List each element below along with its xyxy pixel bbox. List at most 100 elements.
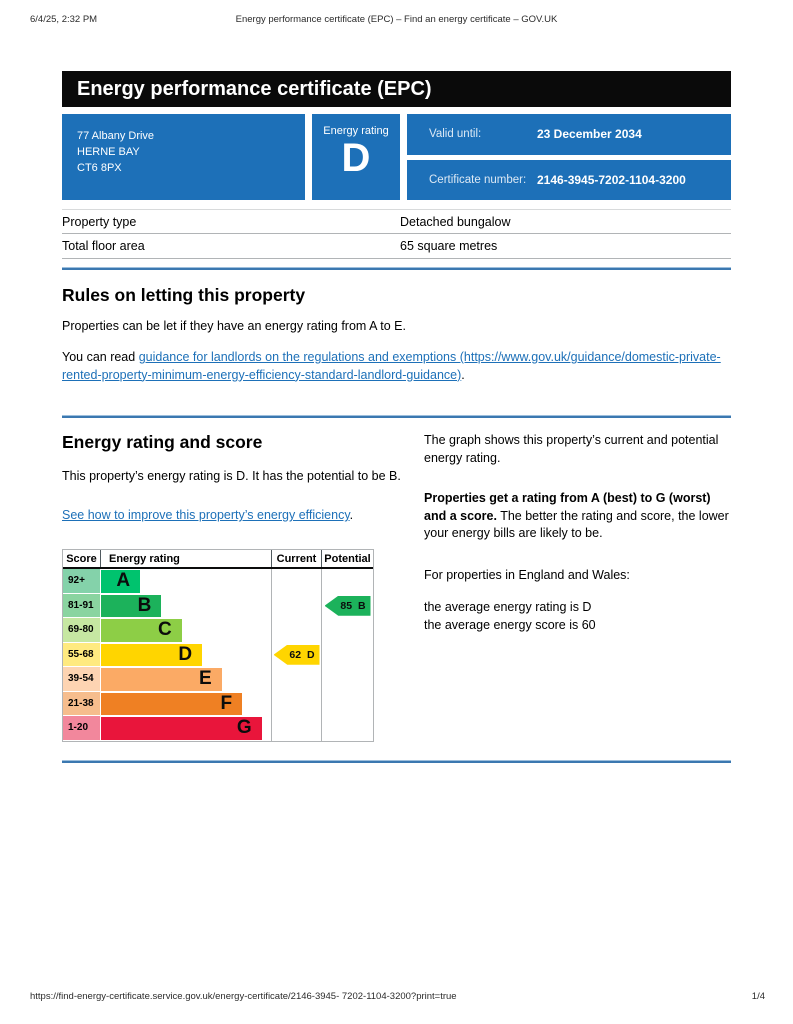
epc-potential-cell-e	[321, 667, 373, 692]
banner-title: Energy performance certificate (EPC)	[77, 77, 432, 100]
improve-suffix: .	[349, 508, 354, 523]
epc-band-bar-f: F	[101, 692, 243, 715]
certificate-meta: Valid until: 23 December 2034 Certificat…	[407, 114, 731, 200]
guidance-text-suffix: .	[461, 367, 465, 382]
address-line-1: 77 Albany Drive	[77, 130, 155, 142]
address-line-2: HERNE BAY	[77, 145, 140, 158]
energy-rating-column-header: Energy rating	[100, 550, 271, 567]
potential-column-header: Potential	[321, 550, 373, 567]
epc-chart-header: Score Energy rating Current Potential	[63, 550, 373, 569]
property-type-value: Detached bungalow	[400, 214, 511, 229]
epc-score-range-d: 55-68	[63, 642, 100, 667]
epc-band-cell-c: C	[100, 618, 271, 643]
score-column-header: Score	[66, 552, 97, 565]
property-type-label: Property type	[62, 214, 137, 229]
print-document-title: Energy performance certificate (EPC) – F…	[235, 14, 558, 25]
epc-band-row-b: 81-91 B 85 B	[63, 593, 373, 618]
landlord-guidance-link[interactable]: guidance for landlords on the regulation…	[62, 349, 721, 382]
potential-rating-arrow: 85 B	[324, 595, 371, 616]
epc-band-bar-a: A	[101, 570, 141, 593]
energy-rating-box: Energy rating D	[312, 114, 400, 200]
improve-paragraph: See how to improve this property’s energ…	[62, 507, 402, 525]
epc-potential-cell-f	[321, 691, 373, 716]
rules-paragraph: Properties can be let if they have an en…	[62, 319, 406, 334]
epc-score-range-c: 69-80	[63, 618, 100, 643]
epc-current-cell-c	[271, 618, 321, 643]
epc-rating-chart: Score Energy rating Current Potential 92…	[62, 549, 374, 742]
epc-score-range-a: 92+	[63, 569, 100, 594]
epc-band-bar-e: E	[101, 668, 222, 691]
epc-band-bar-d: D	[101, 643, 203, 666]
epc-current-cell-a	[271, 569, 321, 594]
certificate-number-label: Certificate number:	[429, 173, 527, 186]
epc-current-cell-e	[271, 667, 321, 692]
address-line-3: CT6 8PX	[77, 161, 122, 174]
epc-score-range-e: 39-54	[63, 667, 100, 692]
guidance-text-prefix: You can read	[62, 349, 139, 364]
section-divider	[62, 267, 731, 270]
section-divider	[62, 415, 731, 419]
property-address: 77 Albany Drive HERNE BAY CT6 8PX	[62, 114, 305, 200]
rating-section-right: The graph shows this property’s current …	[424, 432, 731, 634]
epc-potential-cell-d	[321, 642, 373, 667]
epc-current-cell-g	[271, 716, 321, 741]
england-wales-paragraph: For properties in England and Wales:	[424, 568, 630, 583]
rating-scale-bold: Properties get a rating from A (best) to…	[424, 490, 711, 523]
epc-band-cell-f: F	[100, 691, 271, 716]
current-score: 62	[289, 648, 302, 661]
valid-until-box: Valid until: 23 December 2034	[407, 114, 731, 155]
print-datetime: 6/4/25, 2:32 PM	[30, 14, 98, 25]
current-band: D	[307, 648, 315, 661]
epc-band-cell-e: E	[100, 667, 271, 692]
certificate-summary: 77 Albany Drive HERNE BAY CT6 8PX Energy…	[62, 114, 731, 200]
potential-band: B	[358, 599, 366, 612]
guidance-paragraph: You can read guidance for landlords on t…	[62, 349, 722, 385]
energy-rating-value: D	[341, 136, 371, 180]
epc-current-cell-d: 62 D	[271, 642, 321, 667]
epc-current-cell-f	[271, 691, 321, 716]
rating-section: Energy rating and score This property’s …	[62, 432, 731, 742]
epc-band-cell-b: B	[100, 593, 271, 618]
epc-band-row-g: 1-20 G	[63, 716, 373, 741]
epc-potential-cell-c	[321, 618, 373, 643]
certificate-content: Energy performance certificate (EPC) 77 …	[62, 71, 731, 763]
improve-efficiency-link[interactable]: See how to improve this property’s energ…	[62, 508, 350, 523]
epc-band-bar-c: C	[101, 619, 182, 642]
graph-explainer-paragraph: The graph shows this property’s current …	[424, 433, 719, 466]
average-rating-line: the average energy rating is D	[424, 599, 592, 614]
epc-band-row-e: 39-54 E	[63, 667, 373, 692]
rating-scale-rest: The better the rating and score, the low…	[424, 508, 729, 541]
valid-until-label: Valid until:	[429, 128, 482, 141]
rating-summary-paragraph: This property’s energy rating is D. It h…	[62, 468, 401, 483]
current-rating-arrow: 62 D	[273, 644, 320, 665]
section-divider	[62, 759, 731, 763]
rating-section-left: Energy rating and score This property’s …	[62, 432, 402, 742]
current-column-header: Current	[271, 550, 321, 567]
floor-area-value: 65 square metres	[400, 239, 498, 253]
table-row: Property type Detached bungalow	[62, 209, 731, 234]
epc-potential-cell-a	[321, 569, 373, 594]
rating-section-heading: Energy rating and score	[62, 432, 263, 453]
epc-score-range-b: 81-91	[63, 593, 100, 618]
table-row: Total floor area 65 square metres	[62, 234, 731, 259]
epc-band-bar-b: B	[101, 594, 162, 617]
epc-chart-body: 92+ A 81-91 B 85 B 69-80 C 55-68 D 62 D 39-54 E 21-38 F…	[63, 569, 373, 741]
epc-band-cell-d: D	[100, 642, 271, 667]
rating-scale-paragraph: Properties get a rating from A (best) to…	[424, 490, 731, 543]
certificate-number-box: Certificate number: 2146-3945-7202-1104-…	[407, 159, 731, 200]
epc-band-bar-g: G	[101, 717, 262, 740]
energy-rating-label: Energy rating	[323, 125, 389, 137]
potential-score: 85	[340, 599, 353, 612]
epc-band-row-c: 69-80 C	[63, 618, 373, 643]
epc-band-row-d: 55-68 D 62 D	[63, 642, 373, 667]
valid-until-value: 23 December 2034	[537, 127, 642, 142]
property-details-table: Property type Detached bungalow Total fl…	[62, 209, 731, 259]
epc-potential-cell-b: 85 B	[321, 593, 373, 618]
page-indicator: 1/4	[751, 991, 765, 1002]
epc-potential-cell-g	[321, 716, 373, 741]
epc-band-cell-a: A	[100, 569, 271, 594]
print-url: https://find-energy-certificate.service.…	[30, 991, 457, 1002]
average-score-line: the average energy score is 60	[424, 617, 596, 632]
epc-score-range-g: 1-20	[63, 716, 100, 741]
